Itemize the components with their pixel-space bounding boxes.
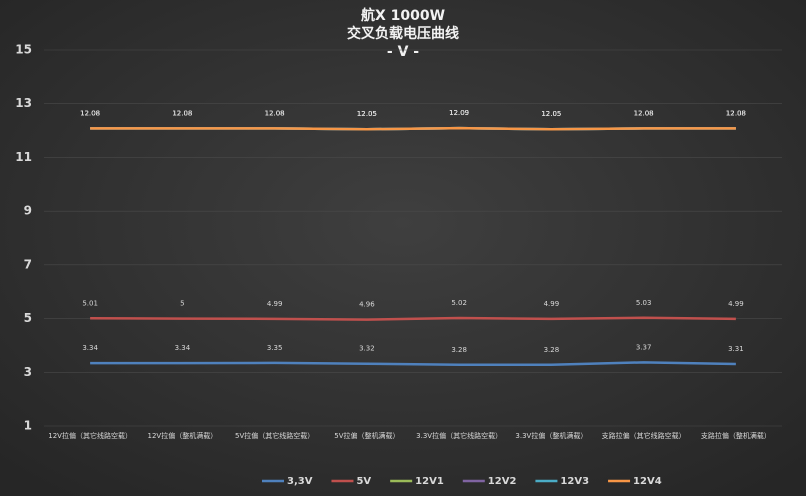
chart-title: 航X 1000W [361, 7, 445, 24]
data-label: 3.28 [544, 346, 560, 354]
series-line [90, 316, 736, 321]
series-line [90, 361, 736, 367]
data-label: 12.09 [449, 109, 469, 117]
data-label: 3.35 [267, 344, 283, 352]
data-label: 12.08 [80, 109, 100, 117]
y-tick-label: 1 [24, 419, 32, 433]
y-tick-label: 9 [24, 204, 32, 218]
data-label: 12.08 [80, 109, 100, 117]
data-label: 12.09 [449, 109, 469, 117]
data-label: 5 [180, 300, 184, 308]
chart-title: 交叉负载电压曲线 [347, 25, 459, 42]
data-label: 12.08 [726, 109, 746, 117]
data-label: 12.08 [726, 109, 746, 117]
data-label: 3.34 [82, 344, 98, 352]
data-label: 12.08 [172, 109, 192, 117]
data-label: 12.05 [357, 110, 377, 118]
y-tick-label: 13 [15, 96, 32, 110]
data-label: 4.96 [359, 301, 375, 309]
data-label: 3.34 [175, 344, 191, 352]
x-tick-label: 12V拉偏（整机满载） [148, 431, 218, 440]
data-label: 12.08 [80, 109, 100, 117]
data-label: 12.05 [541, 110, 561, 118]
legend-label: 12V1 [415, 476, 444, 487]
data-label: 5.01 [82, 299, 98, 307]
data-label: 12.08 [265, 109, 285, 117]
data-label: 12.08 [726, 109, 746, 117]
data-label: 4.99 [267, 300, 283, 308]
data-label: 12.05 [541, 110, 561, 118]
data-label: 12.05 [357, 110, 377, 118]
x-tick-label: 12V拉偏（其它线路空载） [48, 431, 132, 440]
data-label: 12.08 [634, 109, 654, 117]
legend-label: 5V [356, 476, 371, 487]
y-tick-label: 5 [24, 311, 32, 325]
data-label: 12.09 [449, 109, 469, 117]
data-label: 5.03 [636, 299, 652, 307]
data-label: 3.31 [728, 345, 744, 353]
data-label: 12.08 [172, 109, 192, 117]
data-label: 12.08 [172, 109, 192, 117]
data-label: 4.99 [728, 300, 744, 308]
data-label: 3.37 [636, 343, 652, 351]
data-label: 4.99 [544, 300, 560, 308]
x-tick-label: 支路拉偏（整机满载） [701, 431, 771, 440]
data-label: 12.08 [634, 109, 654, 117]
data-label: 12.08 [80, 109, 100, 117]
data-label: 5.02 [451, 299, 467, 307]
y-tick-label: 15 [15, 43, 32, 57]
y-tick-label: 11 [15, 150, 32, 164]
x-tick-label: 3.3V拉偏（其它线路空载） [416, 431, 502, 440]
data-label: 12.05 [357, 110, 377, 118]
data-label: 12.05 [541, 110, 561, 118]
y-tick-label: 7 [24, 257, 32, 271]
data-label: 12.08 [172, 109, 192, 117]
series-line [90, 126, 736, 131]
data-label: 3.28 [451, 346, 467, 354]
data-label: 12.05 [541, 110, 561, 118]
y-tick-label: 3 [24, 365, 32, 379]
data-label: 12.08 [265, 109, 285, 117]
data-label: 3.32 [359, 345, 375, 353]
x-tick-label: 支路拉偏（其它线路空载） [602, 431, 686, 440]
chart-title: - V - [387, 44, 419, 60]
x-tick-label: 3.3V拉偏（整机满载） [515, 431, 587, 440]
data-label: 12.08 [265, 109, 285, 117]
data-label: 12.05 [357, 110, 377, 118]
data-label: 12.08 [726, 109, 746, 117]
x-tick-label: 5V拉偏（其它线路空载） [235, 431, 314, 440]
data-label: 12.08 [265, 109, 285, 117]
data-label: 12.09 [449, 109, 469, 117]
legend-label: 12V4 [633, 476, 662, 487]
data-label: 12.08 [634, 109, 654, 117]
x-tick-label: 5V拉偏（整机满载） [334, 431, 399, 440]
legend-label: 12V2 [488, 476, 517, 487]
data-label: 12.08 [634, 109, 654, 117]
legend-label: 3,3V [287, 476, 313, 487]
legend-label: 12V3 [560, 476, 589, 487]
